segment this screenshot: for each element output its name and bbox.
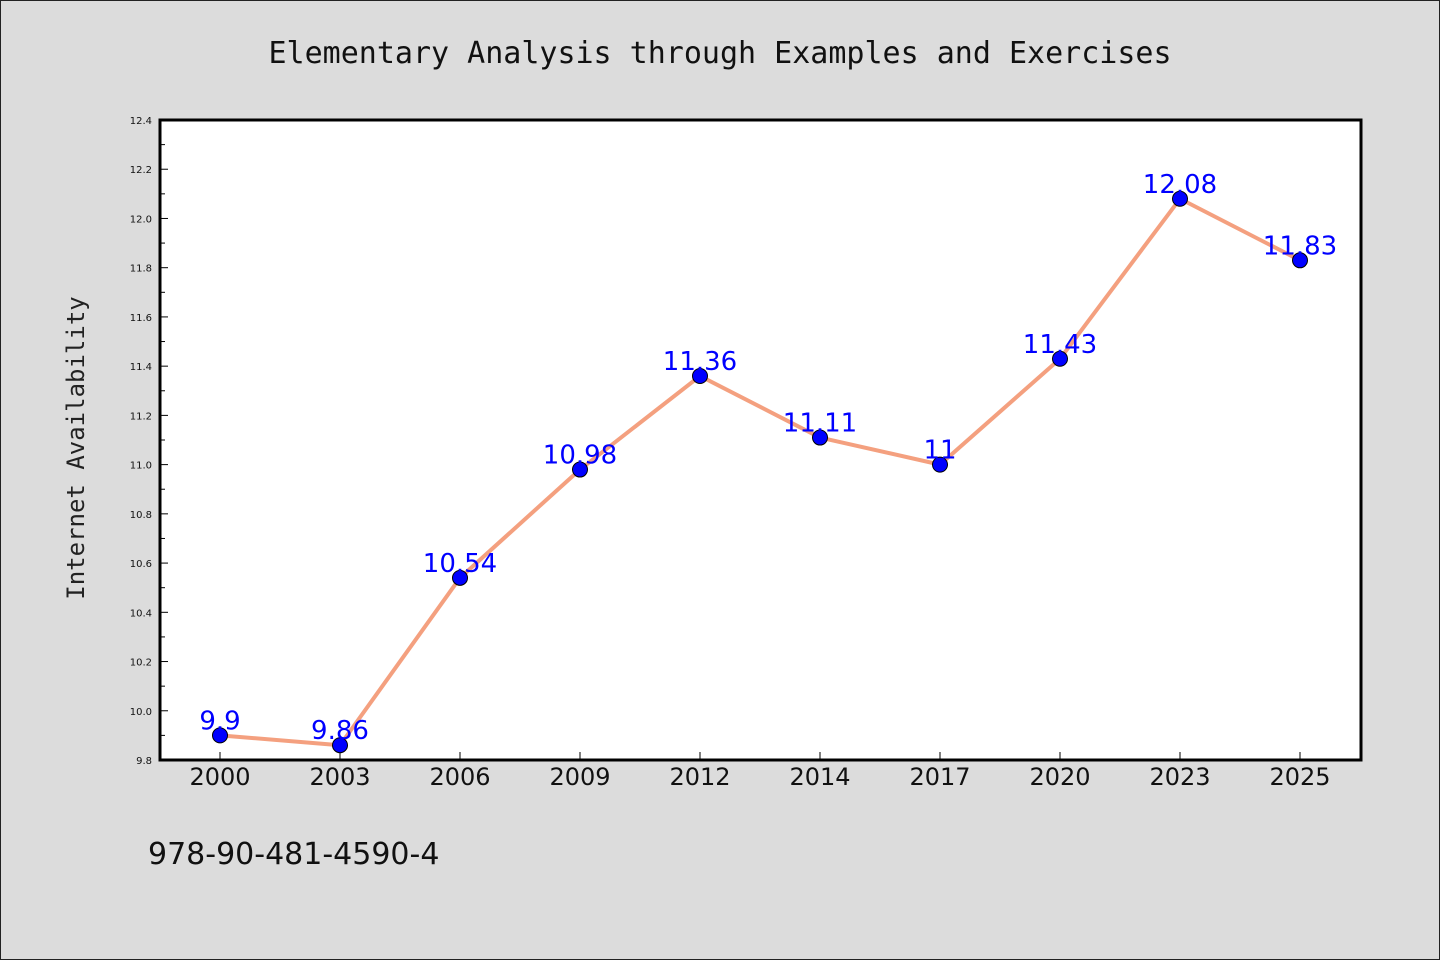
- data-label: 11.36: [663, 347, 737, 377]
- data-point-marker: [332, 737, 348, 754]
- x-tick-label: 2014: [789, 763, 850, 791]
- data-labels: 9.9 9.86 10.54 10.98 11.36 11.11 11 11.43 12.08 1…: [199, 170, 1337, 746]
- y-tick-label: 12.0: [130, 214, 152, 225]
- data-label: 12.08: [1143, 170, 1217, 200]
- y-tick-label: 10.6: [130, 559, 152, 570]
- plot-area: [158, 118, 1363, 762]
- data-point-marker: [212, 727, 228, 744]
- data-point-marker: [812, 429, 828, 446]
- y-tick-label: 9.8: [136, 756, 152, 767]
- x-tick-label: 2006: [429, 763, 490, 791]
- y-tick-label: 11.4: [130, 362, 152, 373]
- y-tick-label: 12.2: [130, 165, 152, 176]
- y-tick-label: 11.2: [130, 411, 152, 422]
- x-axis: 2000 2003 2006 2009 2012 2014 2017 2020 2023 2025: [189, 752, 1331, 791]
- x-tick-label: 2017: [909, 763, 970, 791]
- data-label: 10.54: [423, 549, 497, 579]
- x-tick-label: 2000: [189, 763, 250, 791]
- x-tick-label: 2012: [669, 763, 730, 791]
- x-tick-label: 2003: [309, 763, 370, 791]
- y-tick-label: 11.0: [130, 461, 152, 472]
- data-point-marker: [572, 461, 588, 478]
- data-label: 11: [923, 436, 956, 466]
- x-tick-label: 2025: [1269, 763, 1330, 791]
- y-tick-label: 11.8: [130, 264, 152, 275]
- data-label: 9.9: [199, 706, 240, 736]
- data-point-marker: [692, 368, 708, 384]
- y-tick-label: 10.4: [130, 608, 152, 619]
- series-line: [219, 196, 1301, 748]
- data-label: 11.83: [1263, 231, 1337, 261]
- data-label: 10.98: [543, 441, 617, 471]
- y-tick-label: 10.8: [130, 510, 152, 521]
- y-tick-label: 10.0: [130, 707, 152, 718]
- data-point-marker: [1172, 190, 1188, 207]
- y-tick-label: 10.2: [130, 658, 152, 669]
- data-point-marker: [1052, 350, 1068, 367]
- x-tick-label: 2023: [1149, 763, 1210, 791]
- data-label: 9.86: [311, 716, 369, 746]
- y-tick-label: 11.6: [130, 313, 152, 324]
- isbn-footer: 978-90-481-4590-4: [148, 837, 439, 872]
- y-axis-label: Internet Availability: [62, 296, 90, 599]
- data-label: 11.43: [1023, 330, 1097, 360]
- chart-title: Elementary Analysis through Examples and…: [268, 36, 1171, 71]
- series-line-group: [212, 190, 1308, 754]
- x-tick-label: 2009: [549, 763, 610, 791]
- y-axis: 9.8 10.0 10.2 10.4 10.6 10.8 11.0 11.2 11.4 11.6 1…: [130, 116, 168, 767]
- data-point-marker: [932, 456, 948, 473]
- x-tick-label: 2020: [1029, 763, 1090, 791]
- y-tick-label: 12.4: [130, 116, 152, 127]
- data-label: 11.11: [783, 409, 857, 439]
- data-point-marker: [452, 569, 468, 586]
- data-point-marker: [1292, 252, 1308, 269]
